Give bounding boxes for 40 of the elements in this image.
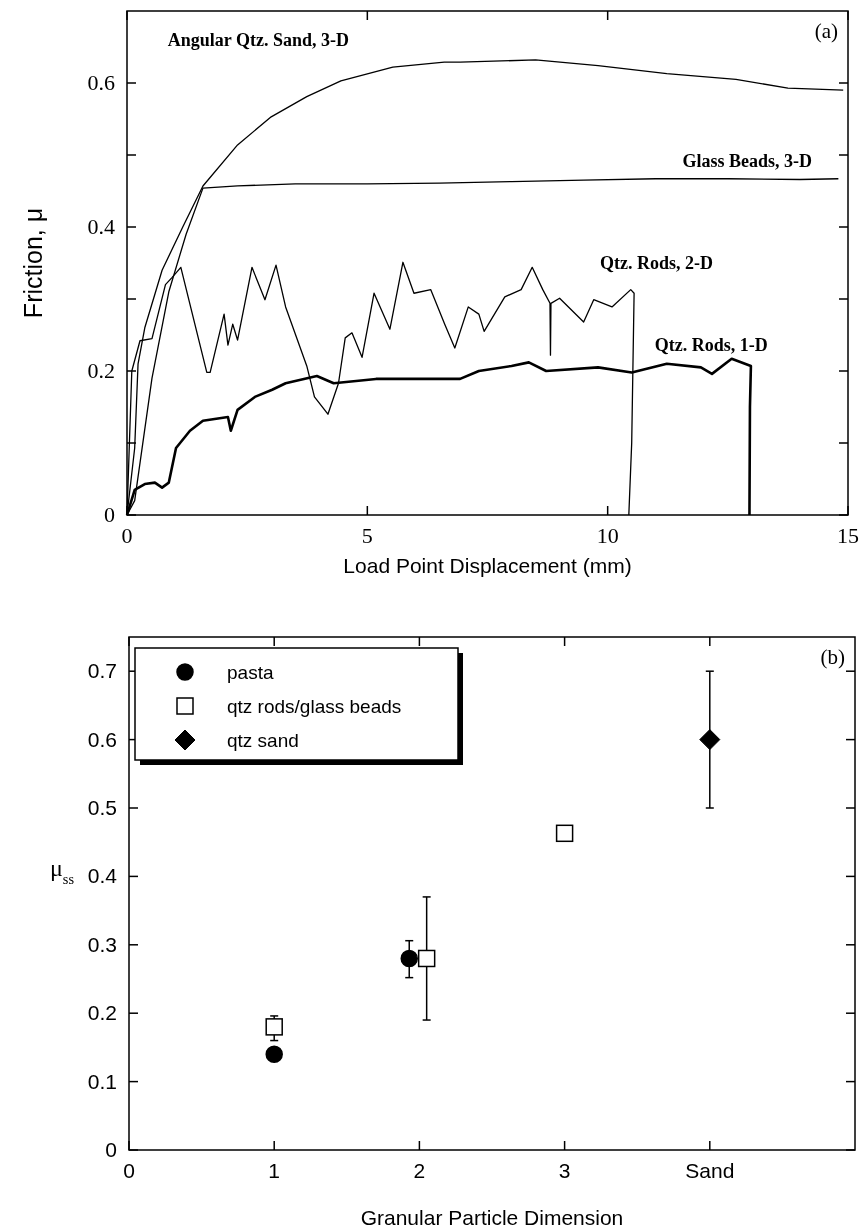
annotation: (a) [814, 19, 838, 43]
y-tick-label: 0.6 [87, 70, 115, 95]
point [265, 1045, 283, 1063]
y-tick-label: 0.1 [87, 1069, 117, 1093]
x-tick-label: 1 [268, 1159, 281, 1182]
y-tick-label: 0.6 [87, 727, 117, 751]
y-axis-title: Friction, μ [19, 207, 47, 319]
x-tick-label: 15 [837, 523, 859, 548]
x-tick-label: 5 [361, 523, 373, 548]
y-tick-label: 0.4 [87, 214, 115, 239]
legend-label: pasta [227, 662, 274, 683]
y-tick-label: 0.4 [87, 864, 118, 888]
x-tick-label: Sand [685, 1159, 735, 1182]
y-tick-label: 0.5 [87, 796, 117, 819]
x-axis-title: Load Point Displacement (mm) [343, 554, 632, 577]
y-axis-title: μ$_{ss}$ [49, 854, 75, 887]
series-label: Qtz. Rods, 1-D [654, 334, 768, 355]
point [400, 949, 418, 968]
x-tick-label: 0 [121, 523, 133, 548]
y-tick-label: 0 [105, 1138, 117, 1161]
annotation: (b) [820, 645, 845, 669]
point [265, 1018, 283, 1036]
point [417, 949, 436, 968]
series-label: Qtz. Rods, 2-D [599, 252, 713, 273]
x-axis-title: Granular Particle Dimension [360, 1206, 624, 1229]
legend-label: qtz rods/glass beads [227, 696, 402, 717]
x-tick-label: 2 [413, 1159, 426, 1182]
y-tick-label: 0.3 [87, 932, 117, 956]
x-tick-label: 0 [123, 1159, 135, 1182]
legend-label: qtz sand [227, 730, 299, 751]
y-tick-label: 0.2 [87, 358, 115, 383]
point [699, 729, 721, 751]
y-tick-label: 0.7 [87, 659, 117, 683]
x-tick-label: 10 [596, 523, 619, 548]
y-tick-label: 0.2 [87, 1001, 117, 1025]
y-tick-label: 0 [104, 502, 115, 527]
legend-label: Glass Beads, 3-D [682, 150, 812, 171]
series-label: Angular Qtz. Sand, 3-D [167, 29, 350, 50]
x-tick-label: 3 [558, 1159, 571, 1182]
point [555, 824, 574, 843]
